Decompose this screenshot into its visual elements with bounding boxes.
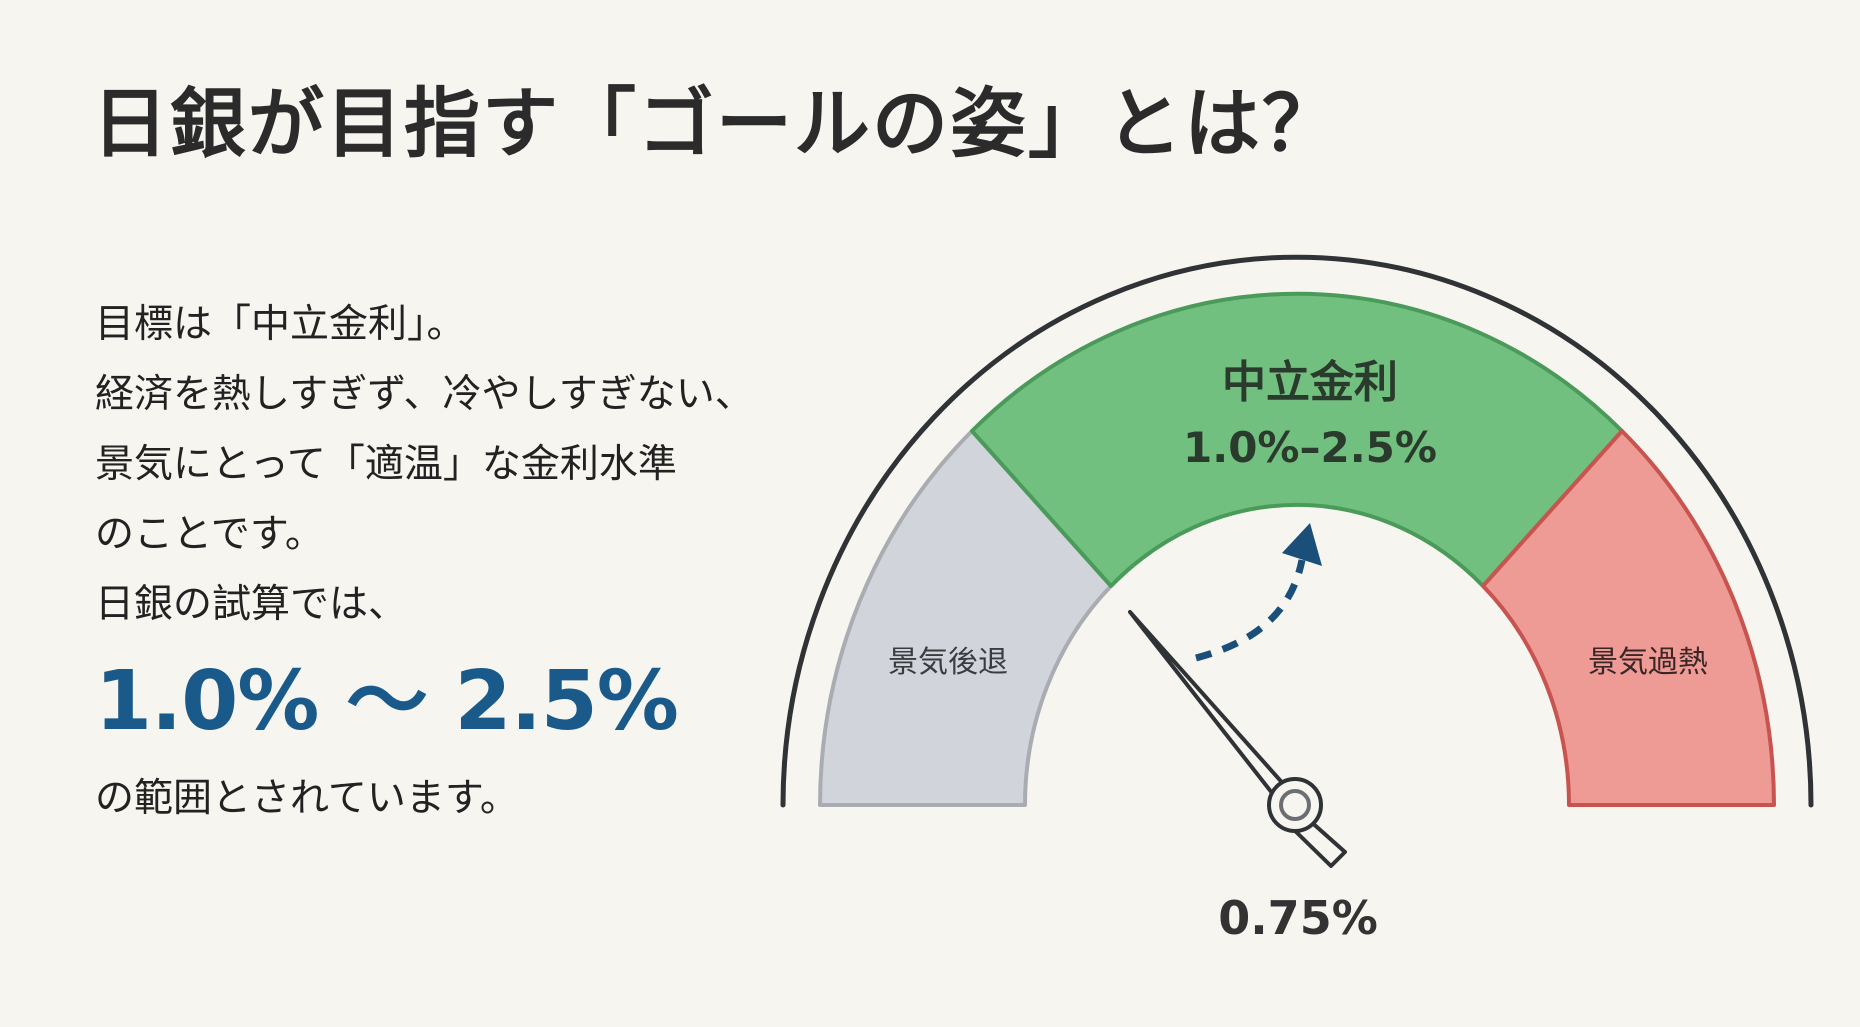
gauge-needle: [1128, 610, 1347, 868]
arrow-head-icon: [1282, 523, 1322, 566]
needle-pivot-inner: [1279, 789, 1311, 821]
gauge-segment-recession: [818, 429, 1113, 807]
body-line-1: 目標は「中立金利」。: [95, 302, 466, 347]
gauge-segment-neutral: [970, 291, 1624, 588]
body-line-closing: の範囲とされています。: [95, 776, 519, 821]
gauge-segment-overheat: [1481, 429, 1776, 807]
recession-label: 景気後退: [888, 645, 1008, 680]
overheat-label: 景気過熱: [1588, 645, 1708, 680]
gauge-outer-ring: [780, 254, 1814, 808]
needle-body: [1128, 610, 1289, 800]
body-line-3: 景気にとって「適温」な金利水準: [95, 442, 677, 487]
neutral-segment-range: 1.0%–2.5%: [1183, 423, 1437, 472]
page-title: 日銀が目指す「ゴールの姿」とは？: [92, 79, 1340, 168]
explanation-text: 目標は「中立金利」。 経済を熱しすぎず、冷やしすぎない、 景気にとって「適温」な…: [95, 290, 815, 834]
needle-value-label: 0.75%: [1218, 891, 1378, 945]
dashed-arrow-path: [1195, 559, 1306, 662]
body-line-5: 日銀の試算では、: [95, 582, 408, 627]
neutral-segment-title: 中立金利: [1222, 357, 1398, 408]
body-line-2: 経済を熱しすぎず、冷やしすぎない、: [95, 372, 754, 417]
neutral-rate-range-highlight: 1.0% ～ 2.5%: [95, 654, 679, 749]
body-line-4: のことです。: [95, 512, 324, 557]
